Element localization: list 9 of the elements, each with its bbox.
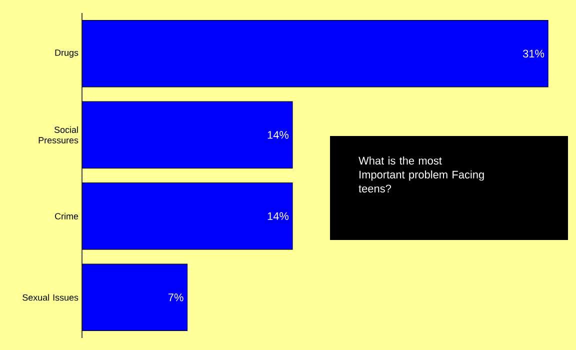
y-tick-label: Social Pressures <box>38 126 78 144</box>
data-label: 7% <box>168 294 184 302</box>
data-label: 14% <box>268 212 289 220</box>
y-tick-label: Crime <box>55 212 78 220</box>
text: What is the most Important problem Facing teens? <box>358 156 484 192</box>
data-label: 14% <box>268 131 289 139</box>
data-label: 31% <box>522 50 544 58</box>
y-tick-label: Drugs <box>55 50 78 58</box>
y-tick-label: Sexual Issues <box>22 294 78 301</box>
